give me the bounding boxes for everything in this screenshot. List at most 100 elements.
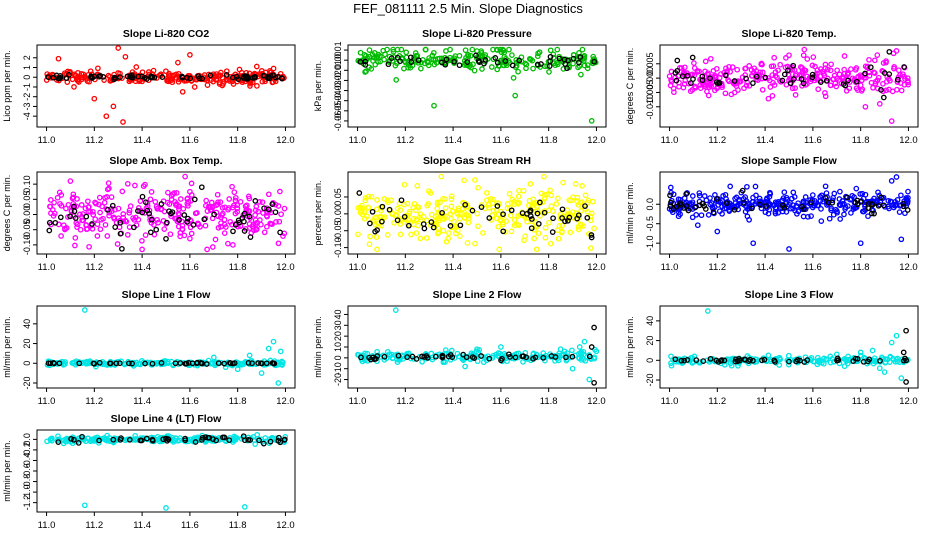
data-point xyxy=(394,217,401,224)
data-point xyxy=(579,183,585,189)
x-tick-label: 11.4 xyxy=(133,135,151,146)
y-tick-label: -0.6 xyxy=(22,463,32,479)
data-point xyxy=(841,70,848,77)
data-point xyxy=(447,223,454,229)
data-point xyxy=(570,52,577,58)
data-point xyxy=(779,77,786,84)
data-point xyxy=(210,354,217,361)
x-tick-label: 12.0 xyxy=(899,396,918,407)
data-point xyxy=(734,66,741,73)
data-point xyxy=(900,349,907,356)
data-point xyxy=(158,201,165,207)
data-point xyxy=(809,62,816,69)
data-point xyxy=(192,439,199,445)
y-tick-label: 40 xyxy=(22,319,32,329)
series-highlight xyxy=(667,187,911,217)
data-point xyxy=(251,74,258,81)
data-point xyxy=(534,61,541,68)
data-point xyxy=(94,221,101,228)
data-point xyxy=(485,202,492,208)
data-point xyxy=(272,209,279,216)
data-point xyxy=(867,64,874,71)
data-point xyxy=(362,62,369,68)
data-point xyxy=(230,242,236,248)
data-point xyxy=(454,211,461,217)
y-tick-label: -1 xyxy=(22,83,32,91)
data-point xyxy=(828,61,834,68)
data-point xyxy=(681,357,688,364)
data-point xyxy=(817,197,824,204)
data-point xyxy=(359,211,366,218)
data-point xyxy=(584,62,591,68)
data-point xyxy=(67,213,73,220)
data-point xyxy=(226,196,233,202)
data-point xyxy=(898,192,904,199)
data-point xyxy=(857,240,864,247)
data-point xyxy=(464,56,471,63)
data-point xyxy=(70,203,77,210)
x-tick-label: 11.2 xyxy=(85,396,103,407)
data-point xyxy=(384,46,390,53)
data-point xyxy=(865,213,871,220)
data-point xyxy=(265,191,272,198)
data-point xyxy=(740,199,747,206)
data-point xyxy=(110,103,117,110)
data-point xyxy=(379,218,385,225)
data-point xyxy=(413,230,420,236)
chart-panel-2: Slope Li-820 Pressure 11.0 11.2 11.4 11.6 11.… xyxy=(313,28,607,146)
data-point xyxy=(559,222,566,229)
y-tick-label: 40 xyxy=(333,309,343,319)
x-tick-label: 11.2 xyxy=(85,135,103,146)
data-point xyxy=(509,52,515,58)
series-all xyxy=(43,45,287,125)
data-point xyxy=(841,53,848,59)
data-point xyxy=(808,213,814,219)
data-point xyxy=(479,66,485,72)
data-point xyxy=(559,215,565,221)
data-point xyxy=(474,346,480,353)
data-point xyxy=(550,215,556,222)
data-point xyxy=(85,204,92,211)
data-point xyxy=(235,76,242,82)
data-point xyxy=(424,354,431,361)
data-point xyxy=(465,219,472,226)
y-tick-label: -0.05 xyxy=(22,219,32,240)
data-point xyxy=(398,197,405,204)
data-point xyxy=(149,360,156,367)
data-point xyxy=(438,173,445,180)
data-point xyxy=(707,55,714,62)
data-point xyxy=(500,211,506,218)
y-tick-label: 30 xyxy=(333,320,343,330)
data-point xyxy=(367,233,373,240)
data-point xyxy=(187,75,194,82)
data-point xyxy=(433,59,440,66)
data-point xyxy=(905,194,911,201)
data-point xyxy=(208,206,215,213)
data-point xyxy=(799,203,805,210)
data-point xyxy=(818,218,825,224)
data-point xyxy=(880,60,887,66)
data-point xyxy=(790,62,797,69)
data-point xyxy=(432,353,439,360)
data-point xyxy=(680,205,687,211)
data-point xyxy=(777,77,783,84)
data-point xyxy=(548,192,555,199)
data-point xyxy=(364,213,370,220)
data-point xyxy=(772,69,779,76)
data-point xyxy=(356,190,363,196)
data-point xyxy=(876,101,883,107)
data-point xyxy=(832,80,839,87)
data-point xyxy=(247,234,254,240)
data-point xyxy=(817,66,824,72)
x-tick-label: 11.2 xyxy=(396,135,414,146)
data-point xyxy=(275,240,282,247)
data-point xyxy=(579,355,586,361)
data-point xyxy=(905,188,911,195)
data-point xyxy=(556,222,563,229)
data-point xyxy=(532,354,539,361)
data-point xyxy=(722,90,729,97)
data-point xyxy=(443,48,449,54)
data-point xyxy=(885,198,892,204)
data-point xyxy=(126,209,133,216)
data-point xyxy=(54,194,61,201)
